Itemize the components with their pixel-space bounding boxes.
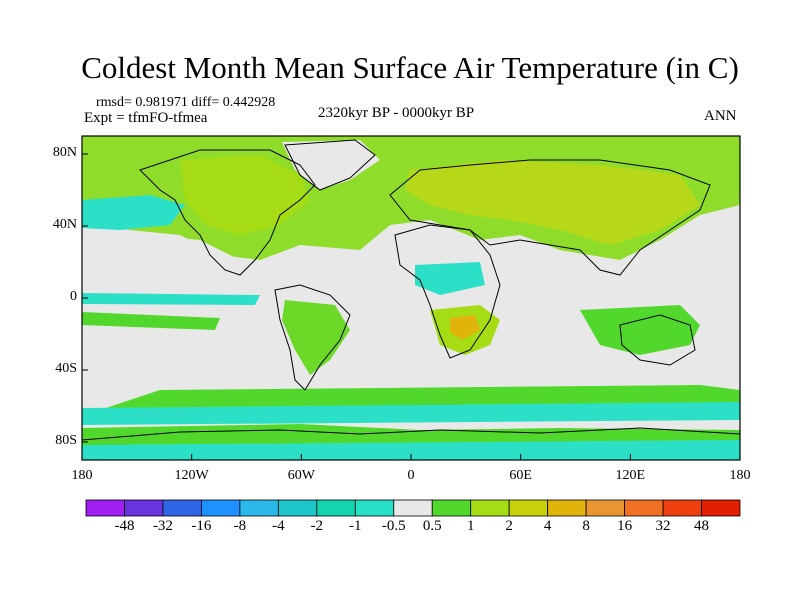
colorbar-label: 48 [694, 518, 710, 534]
experiment-label: Expt = tfmFO-tfmea [84, 110, 208, 126]
y-tick-label: 40N [52, 217, 77, 232]
coast-north-america [139, 149, 316, 276]
colorbar-label: -2 [310, 518, 324, 534]
field-indian-ocean [580, 305, 700, 355]
coast-africa [394, 224, 501, 359]
colorbar-label: -0.5 [381, 518, 406, 534]
x-tick-label: 60E [509, 468, 532, 483]
colorbar-swatch [547, 499, 587, 517]
coast-south-america [274, 284, 351, 391]
colorbar-swatch [585, 499, 625, 517]
y-tick-label: 80N [52, 145, 77, 160]
field-antarctic-green [82, 424, 740, 445]
field-southern-africa-core [450, 315, 480, 340]
x-tick-label: 0 [407, 468, 415, 483]
field-north-pacific [82, 195, 185, 230]
colorbar-label: 32 [655, 518, 671, 534]
colorbar-swatch [701, 499, 741, 517]
colorbar-swatch [316, 499, 356, 517]
axis-ticks [81, 153, 741, 460]
season-label: ANN [704, 108, 737, 124]
colorbar-swatch [85, 499, 125, 517]
field-north-america [180, 155, 310, 235]
colorbar-label: 4 [543, 518, 552, 534]
field-greenland [282, 140, 380, 190]
colorbar-label: -16 [191, 518, 212, 534]
x-tick-label: 120E [615, 468, 646, 483]
x-tick-label: 180 [729, 468, 751, 483]
temperature-field [82, 136, 740, 460]
colorbar-swatch [239, 499, 279, 517]
colorbar-swatch [201, 499, 241, 517]
colorbar-swatch [124, 499, 164, 517]
colorbar-label: -48 [114, 518, 135, 534]
field-south-america [282, 300, 350, 375]
coast-greenland [284, 139, 376, 191]
colorbar-label: -1 [349, 518, 362, 534]
colorbar-label: 0.5 [422, 518, 442, 534]
chart-title: Coldest Month Mean Surface Air Temperatu… [81, 50, 739, 85]
field-equatorial-strip-west [82, 293, 260, 305]
field-central-africa [415, 262, 485, 295]
period-label: 2320kyr BP - 0000kyr BP [318, 105, 475, 121]
colorbar-swatch [624, 499, 664, 517]
stats-label: rmsd= 0.981971 diff= 0.442928 [96, 95, 276, 110]
y-tick-label: 0 [70, 289, 77, 304]
colorbar-swatch [277, 499, 318, 517]
field-antarctic-cyan [82, 440, 740, 460]
field-equatorial-strip-mid [82, 312, 220, 330]
y-tick-label: 40S [55, 361, 77, 376]
field-southern-ocean-cyan [82, 402, 740, 425]
y-tick-label: 80S [55, 433, 77, 448]
colorbar-swatch [662, 499, 702, 517]
colorbar-swatch [354, 499, 395, 517]
colorbar-swatch [162, 499, 202, 517]
colorbar-label: 16 [617, 518, 633, 534]
coast-antarctica [82, 427, 740, 441]
field-eurasia [405, 160, 700, 245]
field-tropical-pacific [82, 228, 260, 290]
colorbar-label: 8 [582, 518, 590, 534]
colorbar-label: -8 [233, 518, 247, 534]
x-tick-label: 180 [71, 468, 93, 483]
colorbar-label: 2 [505, 518, 513, 534]
colorbar-label: -32 [152, 518, 173, 534]
coastlines [82, 139, 740, 441]
x-tick-label: 120W [174, 468, 209, 483]
colorbar-swatch [470, 499, 510, 517]
colorbar-label: -4 [272, 518, 285, 534]
colorbar-swatch [508, 499, 549, 517]
x-tick-label: 60W [287, 468, 315, 483]
colorbar-swatch [431, 499, 472, 517]
colorbar-swatch [393, 499, 433, 517]
coast-eurasia [389, 159, 711, 276]
colorbar-label: 1 [466, 518, 475, 534]
colorbar [85, 499, 741, 517]
coast-australia [619, 314, 696, 366]
